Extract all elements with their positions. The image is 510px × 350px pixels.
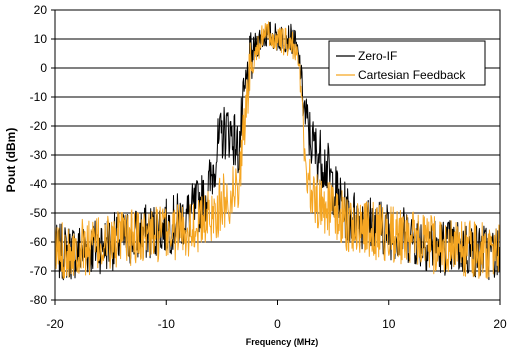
y-tick-label: -40 bbox=[30, 177, 48, 191]
y-tick-label: -20 bbox=[30, 119, 48, 133]
y-tick-label: 20 bbox=[34, 3, 48, 17]
series-layer bbox=[54, 21, 501, 281]
x-tick-label: 10 bbox=[382, 317, 396, 331]
legend-label-zero-if: Zero-IF bbox=[358, 49, 397, 63]
y-tick-label: -60 bbox=[30, 235, 48, 249]
x-axis-ticks: -20 -10 0 10 20 bbox=[46, 300, 507, 331]
y-tick-label: -50 bbox=[30, 206, 48, 220]
y-tick-label: -70 bbox=[30, 264, 48, 278]
y-tick-label: -80 bbox=[30, 293, 48, 307]
x-tick-label: 0 bbox=[274, 317, 281, 331]
x-tick-label: -10 bbox=[158, 317, 176, 331]
grid-lines bbox=[55, 38, 500, 272]
legend: Zero-IF Cartesian Feedback bbox=[328, 40, 486, 86]
y-tick-label: 10 bbox=[34, 32, 48, 46]
series-cartesian-feedback bbox=[54, 21, 501, 280]
x-axis-label: Frequency (MHz) bbox=[246, 337, 319, 347]
y-tick-label: 0 bbox=[40, 61, 47, 75]
y-tick-label: -10 bbox=[30, 90, 48, 104]
x-tick-label: 20 bbox=[493, 317, 507, 331]
legend-box bbox=[328, 40, 486, 86]
legend-label-cartesian-feedback: Cartesian Feedback bbox=[358, 68, 466, 82]
x-tick-label: -20 bbox=[46, 317, 64, 331]
y-axis-ticks: 20 10 0 -10 -20 -30 -40 -50 -60 -70 -80 bbox=[30, 3, 55, 307]
y-tick-label: -30 bbox=[30, 148, 48, 162]
y-axis-label: Pout (dBm) bbox=[4, 128, 18, 193]
